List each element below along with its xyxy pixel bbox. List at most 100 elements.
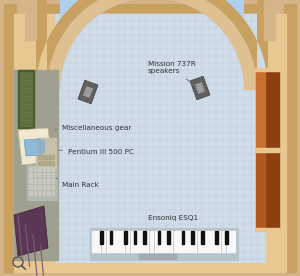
Bar [27, 165, 57, 200]
Bar [52, 167, 55, 171]
Bar [38, 191, 41, 195]
Bar [167, 231, 170, 244]
Bar [222, 231, 226, 253]
Bar [29, 191, 32, 195]
Bar [159, 231, 164, 253]
Bar [29, 167, 32, 171]
Bar [29, 173, 32, 177]
Bar [158, 231, 160, 244]
Bar [178, 231, 183, 253]
Bar [34, 173, 37, 177]
Bar [52, 173, 55, 177]
Bar [135, 231, 140, 253]
Bar [124, 231, 127, 244]
Polygon shape [190, 76, 210, 100]
Bar [100, 231, 103, 244]
Polygon shape [24, 139, 42, 156]
Polygon shape [60, 0, 244, 90]
Polygon shape [36, 0, 268, 90]
Bar [217, 231, 221, 253]
Polygon shape [78, 80, 98, 104]
Bar [188, 231, 193, 253]
Bar [36, 138, 56, 168]
Bar [92, 231, 97, 253]
Bar [183, 231, 188, 253]
Bar [14, 70, 58, 260]
Bar [212, 231, 217, 253]
Text: Ensoniq ESQ1: Ensoniq ESQ1 [148, 215, 198, 226]
Bar [34, 179, 37, 184]
Bar [14, 14, 24, 272]
Bar [106, 231, 111, 253]
Bar [47, 167, 50, 171]
Bar [284, 4, 296, 272]
Bar [43, 179, 46, 184]
Bar [38, 185, 41, 190]
Bar [34, 185, 37, 190]
Bar [34, 191, 37, 195]
Bar [126, 231, 130, 253]
Bar [20, 72, 32, 126]
Polygon shape [18, 128, 52, 165]
Bar [139, 254, 176, 259]
Polygon shape [83, 86, 93, 98]
Bar [29, 179, 32, 184]
Bar [207, 231, 212, 253]
Text: Pentium III 500 PC: Pentium III 500 PC [59, 149, 134, 155]
Bar [174, 231, 178, 253]
Bar [90, 228, 238, 260]
Bar [47, 173, 50, 177]
Bar [18, 70, 34, 128]
Bar [38, 140, 44, 152]
Bar [0, 0, 36, 40]
Bar [256, 152, 265, 230]
Bar [276, 14, 286, 272]
Bar [43, 167, 46, 171]
Bar [110, 231, 112, 244]
Bar [202, 231, 207, 253]
Bar [52, 191, 55, 195]
Text: Mission 737R
speakers: Mission 737R speakers [148, 62, 196, 86]
Bar [4, 4, 16, 272]
Bar [34, 167, 37, 171]
Bar [47, 191, 50, 195]
Bar [169, 231, 173, 253]
Bar [164, 231, 169, 253]
Bar [198, 231, 202, 253]
Bar [255, 228, 280, 231]
Bar [52, 179, 55, 184]
Bar [154, 231, 159, 253]
Bar [38, 161, 54, 165]
Bar [47, 185, 50, 190]
Bar [52, 185, 55, 190]
Bar [134, 231, 136, 244]
Bar [150, 231, 154, 253]
Bar [225, 231, 228, 244]
Bar [143, 231, 146, 244]
Bar [145, 231, 149, 253]
Text: Miscellaneous gear: Miscellaneous gear [55, 125, 131, 131]
Bar [47, 179, 50, 184]
Polygon shape [14, 206, 48, 256]
Bar [97, 231, 101, 253]
Bar [191, 231, 194, 244]
Bar [111, 231, 116, 253]
Bar [265, 70, 279, 230]
Bar [55, 14, 265, 262]
Bar [130, 231, 135, 253]
Bar [231, 231, 236, 253]
Bar [255, 68, 280, 71]
Bar [38, 155, 54, 159]
Bar [43, 173, 46, 177]
Bar [193, 231, 197, 253]
Bar [38, 167, 41, 171]
Bar [256, 70, 265, 150]
Bar [264, 0, 300, 40]
Bar [43, 185, 46, 190]
Bar [121, 231, 125, 253]
Bar [226, 231, 231, 253]
Bar [116, 231, 121, 253]
Bar [255, 148, 280, 152]
Bar [201, 231, 204, 244]
Bar [38, 179, 41, 184]
